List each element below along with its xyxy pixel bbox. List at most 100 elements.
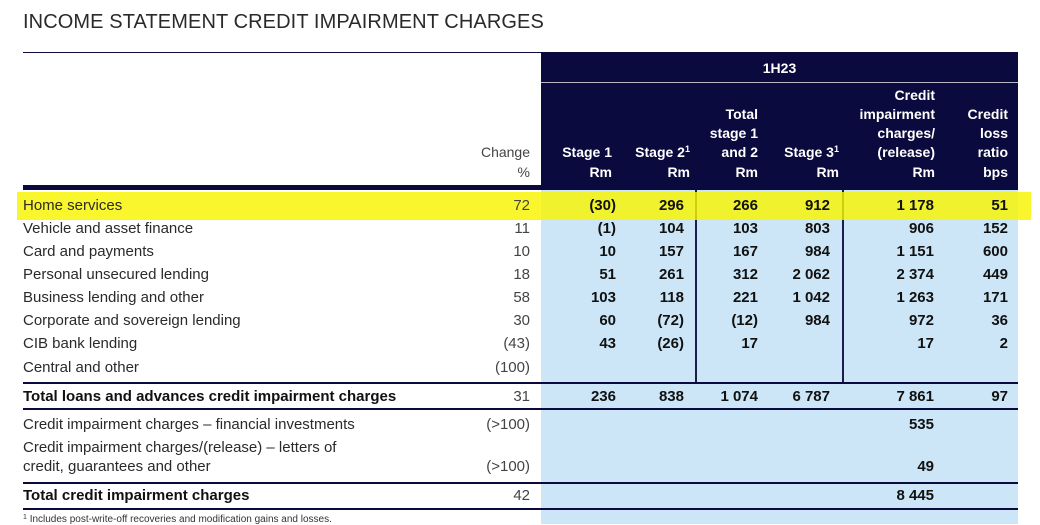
period-label: 1H23 bbox=[762, 60, 797, 76]
divider-after-stage2 bbox=[695, 190, 697, 382]
row-label: Corporate and sovereign lending bbox=[23, 312, 241, 329]
cell-s2: 261 bbox=[658, 266, 684, 283]
row-highlight bbox=[17, 192, 1031, 220]
cell-cic: 2 374 bbox=[896, 266, 934, 283]
cell-t12: (12) bbox=[731, 312, 758, 329]
stage2-column-header: Stage 21 Rm bbox=[612, 85, 690, 182]
row-label: Business lending and other bbox=[23, 289, 204, 306]
credit-loss-ratio-header-text: Credit loss ratio bps bbox=[967, 105, 1008, 180]
cell-clr: 152 bbox=[982, 220, 1008, 237]
cell-s2: 838 bbox=[658, 388, 684, 405]
total-charges-bottom-rule bbox=[23, 508, 1018, 510]
cell-s3: 6 787 bbox=[792, 388, 830, 405]
cell-change: 72 bbox=[513, 197, 530, 214]
cell-t12: 1 074 bbox=[720, 388, 758, 405]
stage2-footnote-marker: 1 bbox=[684, 144, 690, 155]
stage1-header-text: Stage 1 Rm bbox=[562, 144, 612, 180]
cell-change: 18 bbox=[513, 266, 530, 283]
row-label: Central and other bbox=[23, 359, 139, 376]
cell-s2: 104 bbox=[658, 220, 684, 237]
table-row: Central and other (100) bbox=[0, 357, 1040, 379]
cell-cic: 535 bbox=[908, 416, 934, 433]
cell-s3: 984 bbox=[804, 312, 830, 329]
row-label: Card and payments bbox=[23, 243, 154, 260]
cell-cic: 8 445 bbox=[896, 487, 934, 504]
table-row: Home services 72 (30) 296 266 912 1 178 51 bbox=[0, 195, 1040, 217]
cell-s3: 2 062 bbox=[792, 266, 830, 283]
change-header-text: Change % bbox=[480, 144, 530, 180]
cell-s3: 984 bbox=[804, 243, 830, 260]
cell-s2: (72) bbox=[657, 312, 684, 329]
divider-after-stage3 bbox=[842, 190, 844, 382]
table-row: Business lending and other 58 103 118 221 1 0… bbox=[0, 287, 1040, 309]
cell-s2: 118 bbox=[659, 289, 684, 306]
cell-cic: 1 178 bbox=[896, 197, 934, 214]
column-body-band bbox=[541, 190, 1018, 524]
cell-s2: 157 bbox=[658, 243, 684, 260]
header-top-rule bbox=[23, 52, 1018, 53]
cell-t12: 17 bbox=[741, 335, 758, 352]
table-row: Credit impairment charges – financial in… bbox=[0, 414, 1040, 436]
row-label: Total loans and advances credit impairme… bbox=[23, 388, 397, 405]
page-title: INCOME STATEMENT CREDIT IMPAIRMENT CHARG… bbox=[23, 11, 544, 33]
cell-clr: 51 bbox=[991, 197, 1008, 214]
cell-s1: 10 bbox=[599, 243, 616, 260]
cell-t12: 103 bbox=[732, 220, 758, 237]
cell-t12: 167 bbox=[732, 243, 758, 260]
cell-change: 31 bbox=[513, 388, 530, 405]
header-bottom-rule bbox=[23, 185, 1018, 190]
cell-change: (>100) bbox=[486, 416, 530, 433]
cell-s3: 912 bbox=[804, 197, 830, 214]
cell-s1: 43 bbox=[599, 335, 616, 352]
stage1-column-header: Stage 1 Rm bbox=[541, 85, 612, 182]
table-row: Corporate and sovereign lending 30 60 (72) (… bbox=[0, 310, 1040, 332]
cell-change: 10 bbox=[513, 243, 530, 260]
column-header-band bbox=[541, 52, 1018, 185]
table-row: CIB bank lending (43) 43 (26) 17 17 2 bbox=[0, 333, 1040, 355]
stage2-header-unit: Rm bbox=[667, 163, 690, 180]
cell-t12: 312 bbox=[732, 266, 758, 283]
credit-impairment-column-header: Credit impairment charges/ (release) Rm bbox=[842, 85, 935, 182]
cell-s3: 1 042 bbox=[792, 289, 830, 306]
table-row: Credit impairment charges/(release) – le… bbox=[0, 438, 1040, 478]
footnote-text: Includes post-write-off recoveries and m… bbox=[29, 514, 332, 525]
cell-clr: 449 bbox=[982, 266, 1008, 283]
cell-clr: 171 bbox=[982, 289, 1008, 306]
table-row: Card and payments 10 10 157 167 984 1 151 600 bbox=[0, 241, 1040, 263]
group-header-underline bbox=[541, 82, 1018, 83]
table-row: Vehicle and asset finance 11 (1) 104 103 803 9… bbox=[0, 218, 1040, 240]
stage2-header-main: Stage 2 bbox=[635, 144, 685, 161]
total-charges-top-rule bbox=[23, 482, 1018, 484]
cell-clr: 600 bbox=[982, 243, 1008, 260]
cell-s1: 60 bbox=[599, 312, 616, 329]
row-label: Total credit impairment charges bbox=[23, 487, 250, 504]
cell-t12: 221 bbox=[732, 289, 758, 306]
cell-clr: 97 bbox=[991, 388, 1008, 405]
cell-change: 30 bbox=[513, 312, 530, 329]
cell-cic: 17 bbox=[917, 335, 934, 352]
stage3-column-header: Stage 31 Rm bbox=[758, 85, 839, 182]
cell-s1: 51 bbox=[599, 266, 616, 283]
cell-clr: 36 bbox=[991, 312, 1008, 329]
cell-s2: (26) bbox=[657, 335, 684, 352]
row-label: Credit impairment charges – financial in… bbox=[23, 416, 355, 433]
cell-cic: 1 151 bbox=[896, 243, 934, 260]
cell-change: (>100) bbox=[486, 458, 530, 475]
table-row: Total loans and advances credit impairme… bbox=[0, 386, 1040, 408]
cell-s1: 103 bbox=[590, 289, 616, 306]
row-label: Credit impairment charges/(release) – le… bbox=[23, 439, 337, 475]
credit-loss-ratio-column-header: Credit loss ratio bps bbox=[935, 85, 1008, 182]
table-row: Total credit impairment charges 42 8 445 bbox=[0, 485, 1040, 507]
cell-cic: 1 263 bbox=[896, 289, 934, 306]
cell-change: 11 bbox=[514, 220, 530, 237]
credit-impairment-header-text: Credit impairment charges/ (release) Rm bbox=[859, 86, 935, 180]
cell-cic: 972 bbox=[908, 312, 934, 329]
total-loans-bottom-rule bbox=[23, 408, 1018, 410]
cell-s3: 803 bbox=[804, 220, 830, 237]
cell-s1: 236 bbox=[590, 388, 616, 405]
cell-change: 58 bbox=[513, 289, 530, 306]
stage3-header-unit: Rm bbox=[816, 163, 839, 180]
cell-s2: 296 bbox=[658, 197, 684, 214]
row-label: Personal unsecured lending bbox=[23, 266, 209, 283]
stage3-header-text: Stage 31 Rm bbox=[784, 143, 839, 182]
